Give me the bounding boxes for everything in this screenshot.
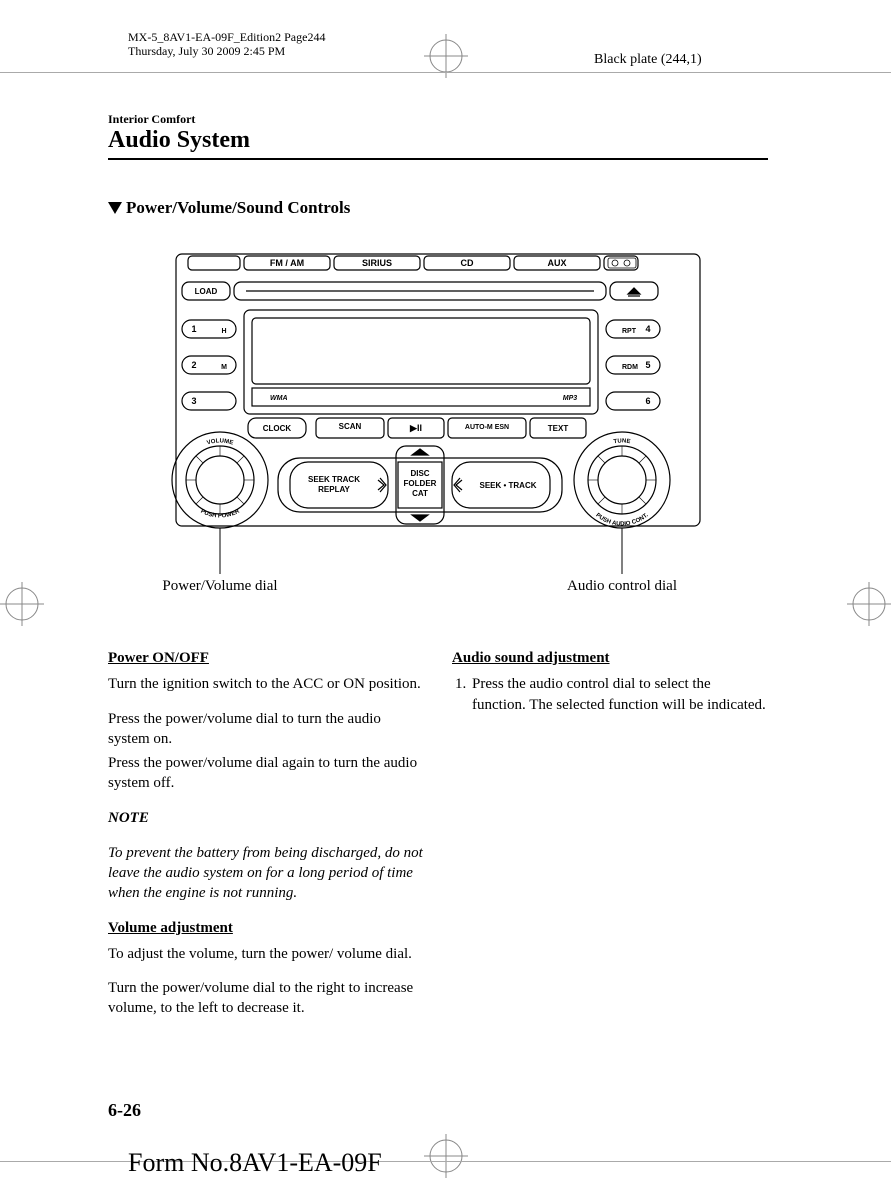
audio-adj-step1: Press the audio control dial to select t… [470,674,768,715]
header-category: Interior Comfort [108,112,768,127]
wma-badge: WMA [270,395,288,402]
tune-label: TUNE [613,438,631,445]
preset-3: 3 [191,396,196,406]
btn-clock: CLOCK [263,424,292,433]
btn-autom: AUTO-M ESN [465,424,509,431]
crop-mark-right [847,582,891,626]
svg-text:PUSH AUDIO CONT.: PUSH AUDIO CONT. [594,512,649,527]
preset-2: 2 [191,360,196,370]
seek-left-bottom: REPLAY [318,485,350,494]
preset-1-sub: H [221,328,226,335]
crop-mark-bottom [424,1134,468,1178]
preset-6: 6 [645,396,650,406]
body-columns: Power ON/OFF Turn the ignition switch to… [108,648,768,1033]
audio-adj-list: Press the audio control dial to select t… [452,674,768,715]
btn-sirius: SIRIUS [362,258,392,268]
triangle-down-icon [108,202,122,214]
page-number: 6-26 [108,1100,141,1121]
volume-p2: Turn the power/volume dial to the right … [108,978,424,1019]
note-body: To prevent the battery from being discha… [108,843,424,904]
volume-heading: Volume adjustment [108,918,424,938]
page-header: Interior Comfort Audio System [108,112,768,160]
seek-left-top: SEEK TRACK [308,475,360,484]
header-rule [108,158,768,160]
form-number: Form No.8AV1-EA-09F [128,1148,382,1178]
volume-p1: To adjust the volume, turn the power/ vo… [108,944,424,964]
preset-4-pre: RPT [622,328,637,335]
folder-label: FOLDER [404,479,437,488]
preset-4: 4 [645,324,650,334]
header-title: Audio System [108,127,768,154]
disc-label: DISC [410,469,429,478]
power-p1: Turn the ignition switch to the ACC or O… [108,674,424,694]
svg-text:VOLUME: VOLUME [206,438,234,446]
btn-text: TEXT [548,424,569,433]
meta-header: MX-5_8AV1-EA-09F_Edition2 Page244 Thursd… [128,30,325,59]
btn-aux: AUX [547,258,566,268]
file-line: MX-5_8AV1-EA-09F_Edition2 Page244 [128,30,325,44]
btn-cd: CD [461,258,474,268]
radio-diagram: FM / AM SIRIUS CD AUX LOAD 1 H 2 M 3 RPT… [128,248,748,596]
preset-5-pre: RDM [622,364,638,371]
audio-adj-heading: Audio sound adjustment [452,648,768,668]
preset-1: 1 [191,324,196,334]
svg-text:TUNE: TUNE [613,438,631,445]
callout-right: Audio control dial [567,578,677,594]
btn-scan: SCAN [339,422,362,431]
black-plate: Black plate (244,1) [594,52,702,68]
preset-2-sub: M [221,364,227,371]
btn-fm-am: FM / AM [270,258,304,268]
btn-load: LOAD [195,287,218,296]
vol-label: VOLUME [206,438,234,446]
section-title-text: Power/Volume/Sound Controls [126,198,350,217]
note-heading: NOTE [108,808,424,828]
seek-right: SEEK • TRACK [479,481,536,490]
power-p2: Press the power/volume dial to turn the … [108,709,424,750]
power-onoff-heading: Power ON/OFF [108,648,424,668]
mp3-badge: MP3 [563,395,578,402]
btn-playpause: ▶II [409,423,422,433]
power-p3: Press the power/volume dial again to tur… [108,753,424,794]
audio-cont-label: PUSH AUDIO CONT. [594,512,649,527]
cat-label: CAT [412,489,428,498]
left-column: Power ON/OFF Turn the ignition switch to… [108,648,424,1033]
top-rule [0,72,891,73]
crop-mark-left [0,582,44,626]
right-column: Audio sound adjustment Press the audio c… [452,648,768,1033]
section-title: Power/Volume/Sound Controls [108,198,350,218]
preset-5: 5 [645,360,650,370]
callout-left: Power/Volume dial [162,578,277,594]
date-line: Thursday, July 30 2009 2:45 PM [128,44,325,58]
